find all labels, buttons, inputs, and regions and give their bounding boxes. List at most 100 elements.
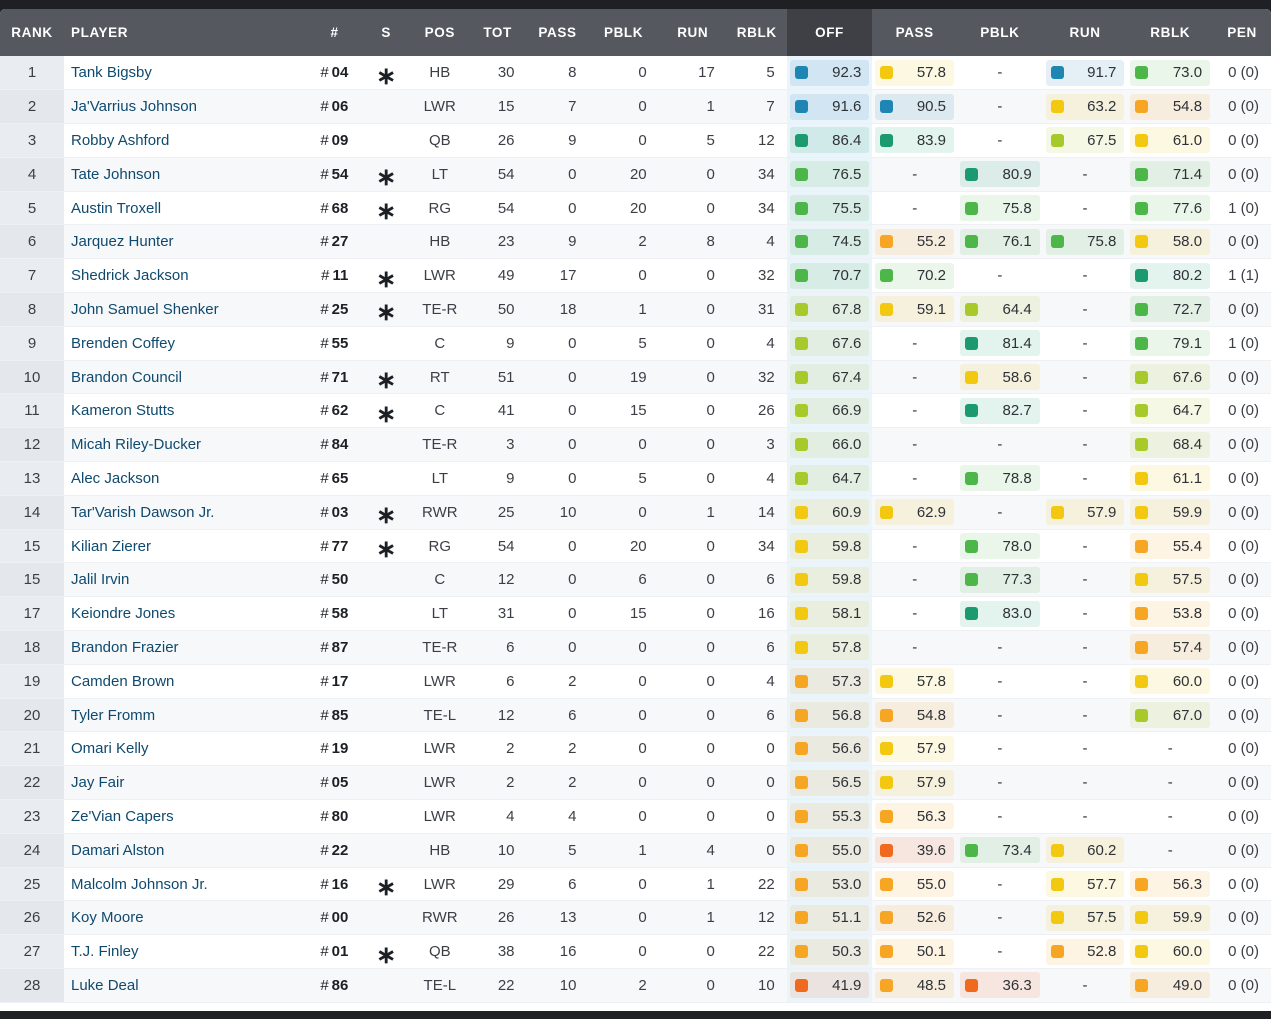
rank-cell: 4 <box>0 157 64 192</box>
player-name-link[interactable]: Camden Brown <box>64 664 308 699</box>
col-header-pblk-snaps[interactable]: PBLK <box>603 25 644 40</box>
run-grade-chip: 57.7 <box>1045 871 1125 898</box>
rblk-grade-value: 60.0 <box>1172 672 1203 690</box>
grade-color-swatch-icon <box>880 776 894 790</box>
snaps-run-cell: 0 <box>658 427 727 463</box>
col-header-player[interactable]: PLAYER <box>71 25 129 40</box>
player-name-link[interactable]: Alec Jackson <box>64 461 308 496</box>
run-grade-cell: 67.5 <box>1042 123 1128 158</box>
player-name-link[interactable]: Tyler Fromm <box>64 698 308 733</box>
col-header-offense-grade[interactable]: OFF <box>786 9 873 56</box>
col-header-penalties[interactable]: PEN <box>1227 25 1257 40</box>
col-header-rblk-grade[interactable]: RBLK <box>1150 25 1191 40</box>
col-header-run-snaps[interactable]: RUN <box>677 25 709 40</box>
rblk-grade-chip: 68.4 <box>1130 431 1211 458</box>
col-header-number[interactable]: # <box>330 25 339 40</box>
offense-grade-value: 66.0 <box>832 436 862 454</box>
player-name-link[interactable]: Shedrick Jackson <box>64 258 308 294</box>
pass-grade-value: 70.2 <box>916 267 947 285</box>
run-grade-cell: - <box>1042 731 1128 767</box>
player-name-link[interactable]: Kilian Zierer <box>64 529 308 564</box>
player-name-link[interactable]: Robby Ashford <box>64 123 308 158</box>
run-grade-cell: - <box>1042 461 1128 496</box>
player-name-link[interactable]: Keiondre Jones <box>64 596 308 632</box>
pass-grade-empty: - <box>912 605 918 623</box>
player-name-link[interactable]: Jalil Irvin <box>64 562 308 598</box>
col-header-rblk-snaps[interactable]: RBLK <box>736 25 777 40</box>
snaps-tot-cell: 15 <box>468 89 527 125</box>
player-name-link[interactable]: Luke Deal <box>64 968 308 1003</box>
pblk-grade-chip: 78.0 <box>960 533 1040 560</box>
position-cell: C <box>410 326 469 361</box>
offense-grade-value: 75.5 <box>832 199 862 217</box>
offense-grade-chip: 59.8 <box>789 566 870 593</box>
offense-grade-cell: 57.3 <box>786 664 873 699</box>
jersey-number: 55 <box>331 334 349 352</box>
rblk-grade-cell: 77.6 <box>1127 191 1214 226</box>
player-name-link[interactable]: Ze'Vian Capers <box>64 799 308 834</box>
player-name-link[interactable]: Tar'Varish Dawson Jr. <box>64 495 308 530</box>
player-name-link[interactable]: Tank Bigsby <box>64 56 308 91</box>
table-row: 5 Austin Troxell #68 ∗ RG 54 0 20 0 34 75.5-75.8-7… <box>0 191 1271 226</box>
jersey-hash: # <box>320 943 329 961</box>
jersey-number-cell: #85 <box>307 698 362 733</box>
pblk-grade-empty: - <box>997 672 1003 690</box>
player-name-link[interactable]: Tate Johnson <box>64 157 308 192</box>
jersey-number-cell: #27 <box>307 224 362 260</box>
player-name-link[interactable]: Kameron Stutts <box>64 393 308 429</box>
penalties-cell: 0 (0) <box>1213 833 1271 868</box>
run-grade-empty: - <box>1082 605 1088 623</box>
pass-grade-value: 62.9 <box>916 503 947 521</box>
pblk-grade-value: 75.8 <box>1002 199 1032 217</box>
rank-cell: 13 <box>0 461 64 496</box>
snaps-pass-cell: 5 <box>526 833 589 868</box>
player-name-link[interactable]: Jay Fair <box>64 765 308 801</box>
col-header-pass-grade[interactable]: PASS <box>895 25 934 40</box>
col-header-run-grade[interactable]: RUN <box>1069 25 1101 40</box>
col-header-rank[interactable]: RANK <box>11 25 53 40</box>
player-name-link[interactable]: Ja'Varrius Johnson <box>64 89 308 125</box>
col-header-starter[interactable]: S <box>381 25 391 40</box>
rblk-grade-cell: 79.1 <box>1127 326 1214 361</box>
player-name-link[interactable]: John Samuel Shenker <box>64 292 308 327</box>
player-name-link[interactable]: Brandon Council <box>64 360 308 395</box>
grade-color-swatch-icon <box>965 404 979 418</box>
jersey-hash: # <box>320 976 329 994</box>
col-header-pass-snaps[interactable]: PASS <box>538 25 577 40</box>
snaps-run-cell: 0 <box>658 529 727 564</box>
player-name-link[interactable]: T.J. Finley <box>64 934 308 970</box>
snaps-rblk-cell: 0 <box>726 799 787 834</box>
player-name-link[interactable]: Jarquez Hunter <box>64 224 308 260</box>
grade-color-swatch-icon <box>965 978 979 992</box>
snaps-pblk-cell: 0 <box>588 731 659 767</box>
pass-grade-chip: 83.9 <box>875 127 955 154</box>
pass-grade-chip: 70.2 <box>875 262 955 289</box>
player-name-link[interactable]: Damari Alston <box>64 833 308 868</box>
player-name-link[interactable]: Austin Troxell <box>64 191 308 226</box>
player-name-link[interactable]: Micah Riley-Ducker <box>64 427 308 463</box>
rblk-grade-chip: 80.2 <box>1130 262 1211 289</box>
player-name-link[interactable]: Koy Moore <box>64 900 308 936</box>
offense-grade-value: 86.4 <box>832 131 862 149</box>
run-grade-cell: - <box>1042 292 1128 327</box>
pblk-grade-cell: - <box>957 123 1043 158</box>
player-name-link[interactable]: Brandon Frazier <box>64 630 308 665</box>
player-name-link[interactable]: Omari Kelly <box>64 731 308 767</box>
player-name-link[interactable]: Brenden Coffey <box>64 326 308 361</box>
player-name-link[interactable]: Malcolm Johnson Jr. <box>64 867 308 902</box>
jersey-number-cell: #11 <box>307 258 362 294</box>
pblk-grade-cell: 36.3 <box>957 968 1043 1003</box>
penalties-cell: 1 (0) <box>1213 191 1271 226</box>
position-cell: LWR <box>410 731 469 767</box>
offense-grade-chip: 86.4 <box>789 127 870 154</box>
pblk-grade-empty: - <box>997 740 1003 758</box>
jersey-hash: # <box>320 909 329 927</box>
col-header-position[interactable]: POS <box>424 25 455 40</box>
pass-grade-cell: - <box>872 562 958 598</box>
col-header-pblk-grade[interactable]: PBLK <box>980 25 1020 40</box>
rank-cell: 19 <box>0 664 64 699</box>
col-header-total-snaps[interactable]: TOT <box>483 25 512 40</box>
offense-grade-chip: 74.5 <box>789 228 870 255</box>
offense-grade-value: 67.8 <box>832 300 862 318</box>
table-row: 13 Alec Jackson #65 LT 9 0 5 0 4 64.7-78.8-61.1 0 … <box>0 461 1271 496</box>
